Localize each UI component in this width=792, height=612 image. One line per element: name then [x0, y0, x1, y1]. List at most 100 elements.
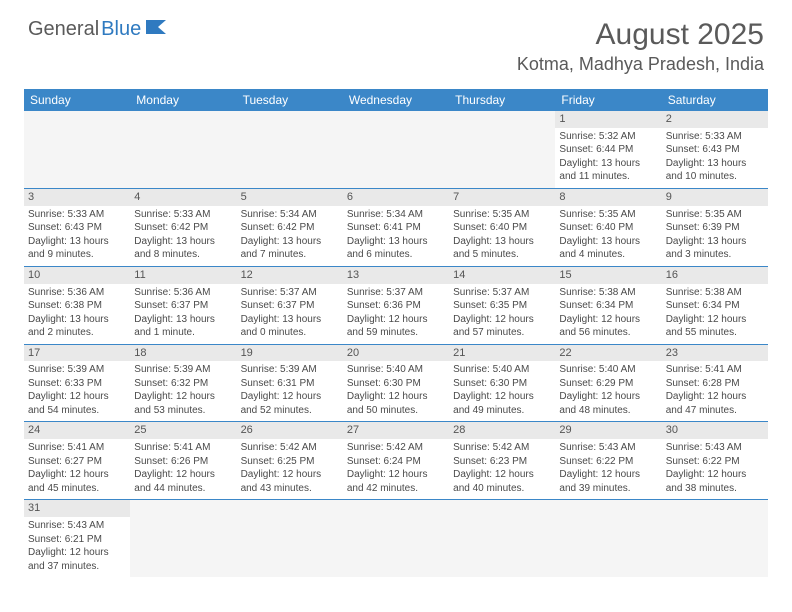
sunset-text: Sunset: 6:34 PM — [559, 299, 657, 313]
day-number: 4 — [130, 189, 236, 206]
calendar-cell — [130, 111, 236, 188]
sunset-text: Sunset: 6:23 PM — [453, 455, 551, 469]
month-title: August 2025 — [517, 18, 764, 52]
day-number: 28 — [449, 422, 555, 439]
daylight-text: Daylight: 13 hours — [453, 235, 551, 249]
sunrise-text: Sunrise: 5:36 AM — [28, 286, 126, 300]
calendar-cell: 1Sunrise: 5:32 AMSunset: 6:44 PMDaylight… — [555, 111, 661, 188]
day-number: 30 — [662, 422, 768, 439]
sunset-text: Sunset: 6:37 PM — [241, 299, 339, 313]
sunrise-text: Sunrise: 5:36 AM — [134, 286, 232, 300]
daylight-text: Daylight: 12 hours — [241, 468, 339, 482]
sunrise-text: Sunrise: 5:35 AM — [666, 208, 764, 222]
calendar-cell — [237, 111, 343, 188]
sunrise-text: Sunrise: 5:43 AM — [666, 441, 764, 455]
calendar-cell: 9Sunrise: 5:35 AMSunset: 6:39 PMDaylight… — [662, 189, 768, 266]
calendar-cell: 21Sunrise: 5:40 AMSunset: 6:30 PMDayligh… — [449, 345, 555, 422]
daylight-text: Daylight: 12 hours — [28, 390, 126, 404]
week-row: 3Sunrise: 5:33 AMSunset: 6:43 PMDaylight… — [24, 189, 768, 267]
sunset-text: Sunset: 6:43 PM — [28, 221, 126, 235]
daylight-text: and 49 minutes. — [453, 404, 551, 418]
day-number: 15 — [555, 267, 661, 284]
daylight-text: and 3 minutes. — [666, 248, 764, 262]
calendar-cell: 15 Sunrise: 5:38 AMSunset: 6:34 PMDayligh… — [555, 267, 661, 344]
daylight-text: Daylight: 13 hours — [134, 235, 232, 249]
calendar-cell — [24, 111, 130, 188]
daylight-text: Daylight: 12 hours — [559, 313, 657, 327]
sunrise-text: Sunrise: 5:42 AM — [347, 441, 445, 455]
calendar-cell — [449, 111, 555, 188]
day-number: 11 — [130, 267, 236, 284]
calendar-cell: 5Sunrise: 5:34 AMSunset: 6:42 PMDaylight… — [237, 189, 343, 266]
calendar-cell — [130, 500, 236, 577]
daylight-text: and 11 minutes. — [559, 170, 657, 184]
daylight-text: Daylight: 12 hours — [453, 390, 551, 404]
sunrise-text: Sunrise: 5:34 AM — [241, 208, 339, 222]
daylight-text: and 38 minutes. — [666, 482, 764, 496]
calendar-cell: 24Sunrise: 5:41 AMSunset: 6:27 PMDayligh… — [24, 422, 130, 499]
day-number: 5 — [237, 189, 343, 206]
day-number: 18 — [130, 345, 236, 362]
daylight-text: and 10 minutes. — [666, 170, 764, 184]
calendar-cell: 25Sunrise: 5:41 AMSunset: 6:26 PMDayligh… — [130, 422, 236, 499]
calendar-cell — [449, 500, 555, 577]
daylight-text: Daylight: 12 hours — [28, 546, 126, 560]
daylight-text: Daylight: 13 hours — [241, 235, 339, 249]
sunset-text: Sunset: 6:40 PM — [453, 221, 551, 235]
calendar-cell: 4Sunrise: 5:33 AMSunset: 6:42 PMDaylight… — [130, 189, 236, 266]
calendar-cell: 30Sunrise: 5:43 AMSunset: 6:22 PMDayligh… — [662, 422, 768, 499]
sunrise-text: Sunrise: 5:41 AM — [666, 363, 764, 377]
sunset-text: Sunset: 6:41 PM — [347, 221, 445, 235]
sunset-text: Sunset: 6:21 PM — [28, 533, 126, 547]
daylight-text: and 6 minutes. — [347, 248, 445, 262]
daylight-text: and 57 minutes. — [453, 326, 551, 340]
calendar-cell — [343, 111, 449, 188]
week-row: 17Sunrise: 5:39 AMSunset: 6:33 PMDayligh… — [24, 345, 768, 423]
calendar-cell: 6Sunrise: 5:34 AMSunset: 6:41 PMDaylight… — [343, 189, 449, 266]
daylight-text: Daylight: 13 hours — [134, 313, 232, 327]
calendar-cell — [662, 500, 768, 577]
day-number: 10 — [24, 267, 130, 284]
calendar-cell: 10Sunrise: 5:36 AMSunset: 6:38 PMDayligh… — [24, 267, 130, 344]
daylight-text: and 56 minutes. — [559, 326, 657, 340]
daylight-text: and 55 minutes. — [666, 326, 764, 340]
week-row: 24Sunrise: 5:41 AMSunset: 6:27 PMDayligh… — [24, 422, 768, 500]
daylight-text: Daylight: 12 hours — [134, 390, 232, 404]
sunrise-text: Sunrise: 5:39 AM — [28, 363, 126, 377]
daylight-text: and 37 minutes. — [28, 560, 126, 574]
logo-text-blue: Blue — [101, 18, 141, 41]
daylight-text: Daylight: 12 hours — [453, 468, 551, 482]
location-text: Kotma, Madhya Pradesh, India — [517, 54, 764, 75]
daylight-text: Daylight: 12 hours — [347, 313, 445, 327]
header: General Blue August 2025 Kotma, Madhya P… — [0, 0, 792, 81]
sunrise-text: Sunrise: 5:37 AM — [347, 286, 445, 300]
sunrise-text: Sunrise: 5:41 AM — [134, 441, 232, 455]
calendar-cell: 13Sunrise: 5:37 AMSunset: 6:36 PMDayligh… — [343, 267, 449, 344]
sunrise-text: Sunrise: 5:32 AM — [559, 130, 657, 144]
sunrise-text: Sunrise: 5:34 AM — [347, 208, 445, 222]
dayname-thursday: Thursday — [449, 89, 555, 111]
daylight-text: Daylight: 12 hours — [453, 313, 551, 327]
sunset-text: Sunset: 6:38 PM — [28, 299, 126, 313]
sunrise-text: Sunrise: 5:40 AM — [453, 363, 551, 377]
day-number: 24 — [24, 422, 130, 439]
daylight-text: and 7 minutes. — [241, 248, 339, 262]
sunrise-text: Sunrise: 5:38 AM — [559, 286, 657, 300]
sunrise-text: Sunrise: 5:43 AM — [559, 441, 657, 455]
calendar-cell: 22Sunrise: 5:40 AMSunset: 6:29 PMDayligh… — [555, 345, 661, 422]
calendar-cell: 12Sunrise: 5:37 AMSunset: 6:37 PMDayligh… — [237, 267, 343, 344]
calendar-cell: 17Sunrise: 5:39 AMSunset: 6:33 PMDayligh… — [24, 345, 130, 422]
calendar-cell — [343, 500, 449, 577]
dayname-saturday: Saturday — [662, 89, 768, 111]
daylight-text: Daylight: 12 hours — [241, 390, 339, 404]
sunrise-text: Sunrise: 5:40 AM — [559, 363, 657, 377]
daylight-text: and 50 minutes. — [347, 404, 445, 418]
week-row: 31Sunrise: 5:43 AMSunset: 6:21 PMDayligh… — [24, 500, 768, 577]
sunrise-text: Sunrise: 5:35 AM — [453, 208, 551, 222]
daylight-text: and 40 minutes. — [453, 482, 551, 496]
sunset-text: Sunset: 6:30 PM — [347, 377, 445, 391]
day-number: 27 — [343, 422, 449, 439]
sunset-text: Sunset: 6:28 PM — [666, 377, 764, 391]
sunset-text: Sunset: 6:42 PM — [134, 221, 232, 235]
daylight-text: Daylight: 13 hours — [559, 235, 657, 249]
